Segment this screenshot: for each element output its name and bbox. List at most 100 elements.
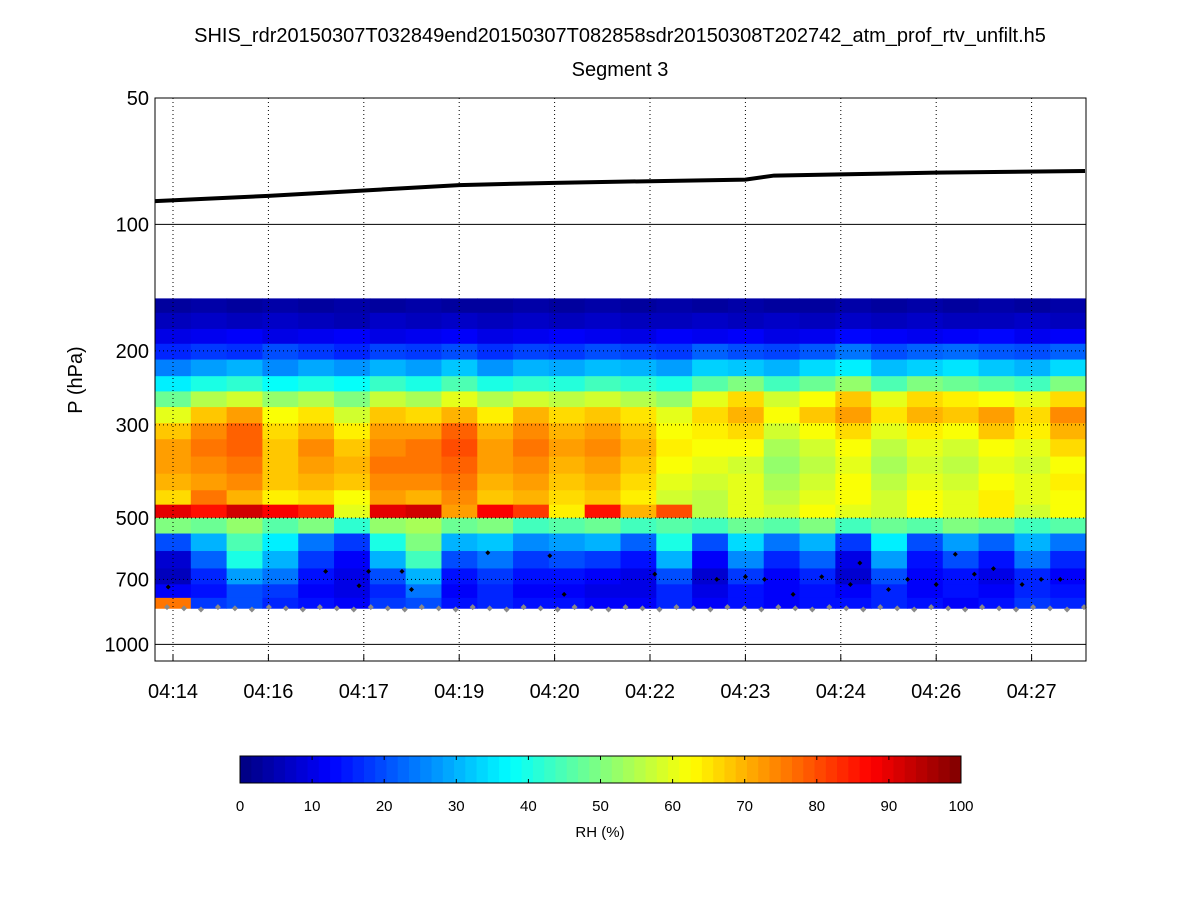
colorbar-swatch	[927, 756, 939, 783]
y-tick-label: 1000	[105, 634, 150, 656]
heatmap-cell	[226, 439, 263, 458]
colorbar-swatch	[724, 756, 737, 783]
heatmap-cell	[262, 568, 299, 585]
axes: 50 100 200 300 500 700 1000 04:14 04:16 04:17 04:1…	[105, 88, 1087, 703]
heatmap-cell	[871, 551, 908, 569]
heatmap-cell	[477, 568, 514, 585]
heatmap-cell	[298, 439, 335, 458]
cloud-top-point	[790, 591, 796, 597]
x-tick-label: 04:24	[816, 681, 866, 703]
heatmap-cell	[871, 504, 908, 519]
heatmap-cell	[906, 298, 944, 314]
heatmap-cell	[584, 551, 621, 569]
heatmap-cell	[262, 490, 299, 506]
colorbar-swatch	[701, 756, 714, 783]
heatmap-cell	[334, 439, 371, 458]
heatmap-cell	[1050, 504, 1087, 519]
heatmap-cell	[835, 584, 872, 599]
heatmap-cell	[692, 298, 729, 314]
x-tick-label: 04:17	[339, 681, 389, 703]
heatmap-cell	[298, 376, 335, 392]
colorbar-swatch	[487, 756, 500, 783]
heatmap-cell	[155, 551, 192, 569]
heatmap-cell	[727, 312, 765, 330]
heatmap-cell	[155, 439, 192, 458]
heatmap-cell	[369, 456, 407, 475]
heatmap-cell	[799, 597, 836, 609]
heatmap-cell	[369, 439, 407, 458]
cloud-top-point	[485, 550, 491, 556]
heatmap-cell	[155, 517, 192, 535]
heatmap-cell	[692, 551, 729, 569]
colorbar-swatch	[769, 756, 782, 783]
heatmap-cell	[226, 312, 263, 330]
heatmap-cell	[1014, 391, 1051, 408]
surface-point	[1013, 606, 1020, 613]
heatmap-cell	[871, 328, 908, 345]
heatmap-cell	[692, 376, 729, 392]
surface-point	[401, 606, 408, 613]
heatmap-cell	[942, 517, 980, 535]
heatmap-cell	[763, 439, 801, 458]
heatmap-cell	[727, 597, 765, 609]
heatmap-cell	[334, 473, 371, 491]
heatmap-cell	[155, 328, 192, 345]
heatmap-cell	[978, 584, 1015, 599]
colorbar-tick-label: 20	[376, 798, 393, 815]
heatmap-cell	[584, 473, 621, 491]
heatmap-cell	[906, 517, 944, 535]
cloud-top-point	[399, 568, 405, 574]
heatmap-cell	[262, 597, 299, 609]
surface-point	[333, 605, 340, 612]
heatmap-cell	[727, 391, 765, 408]
heatmap-cell	[584, 343, 621, 361]
heatmap-cell	[190, 504, 228, 519]
x-tick-label: 04:19	[434, 681, 484, 703]
grid-lines	[155, 97, 1086, 661]
heatmap-cell	[477, 490, 514, 506]
heatmap-cell	[1050, 439, 1087, 458]
heatmap-cell	[835, 328, 872, 345]
surface-point	[537, 605, 544, 612]
heatmap-cell	[155, 343, 192, 361]
heatmap-cell	[727, 359, 765, 377]
cloud-top-point	[714, 576, 720, 582]
heatmap-cell	[1050, 517, 1087, 535]
heatmap-cell	[656, 359, 693, 377]
heatmap-cell	[369, 343, 407, 361]
heatmap-cell	[906, 551, 944, 569]
heatmap-cell	[978, 298, 1015, 314]
heatmap-cell	[334, 298, 371, 314]
heatmap-cell	[1014, 376, 1051, 392]
heatmap-cell	[799, 439, 836, 458]
heatmap-cell	[620, 584, 657, 599]
cloud-top-point	[652, 571, 658, 577]
heatmap-cell	[513, 584, 550, 599]
heatmap-cell	[978, 439, 1015, 458]
heatmap-cell	[369, 568, 407, 585]
heatmap-cell	[548, 376, 586, 392]
heatmap-cell	[405, 298, 442, 314]
heatmap-cell	[942, 456, 980, 475]
heatmap-cell	[799, 551, 836, 569]
surface-point	[469, 604, 476, 611]
chart-subtitle: Segment 3	[572, 59, 669, 81]
heatmap-cell	[871, 473, 908, 491]
heatmap-cell	[477, 423, 514, 440]
heatmap-cell	[155, 490, 192, 506]
heatmap-cell	[871, 312, 908, 330]
heatmap-cell	[620, 517, 657, 535]
heatmap-cell	[477, 439, 514, 458]
colorbar-swatch	[848, 756, 861, 783]
surface-point	[809, 606, 816, 613]
colorbar-swatch	[634, 756, 647, 783]
heatmap-cell	[835, 423, 872, 440]
surface-point	[622, 604, 629, 611]
heatmap-cell	[1050, 328, 1087, 345]
heatmap-cell	[548, 423, 586, 440]
heatmap-cell	[155, 584, 192, 599]
heatmap-cell	[978, 456, 1015, 475]
heatmap-cell	[727, 490, 765, 506]
colorbar-swatch	[307, 756, 320, 783]
